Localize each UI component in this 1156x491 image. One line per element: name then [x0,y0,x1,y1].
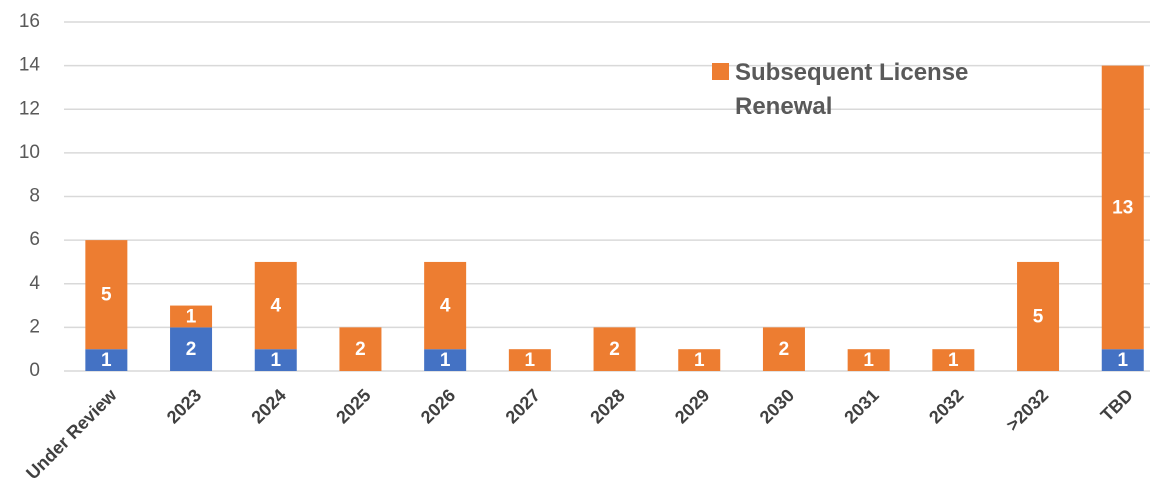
data-label: 1 [948,350,959,371]
y-tick-label: 12 [19,98,40,119]
bar-segment [678,349,721,371]
bar-segment [508,349,551,371]
bar-segment [254,261,297,350]
data-label: 4 [270,296,281,317]
data-label: 2 [186,339,197,360]
x-tick-label: 2027 [502,385,544,427]
data-label: 5 [101,285,112,306]
bar-segment [85,240,128,350]
bar-segment [1101,65,1144,350]
data-label: 2 [779,339,790,360]
bar-segment [85,349,128,371]
bar-segment [424,261,467,350]
data-label: 1 [1117,350,1128,371]
legend-label: Subsequent License Renewal [735,59,969,120]
x-tick-label: 2028 [586,385,628,427]
x-tick-label: Under Review [22,384,121,483]
bar-segment [847,349,890,371]
data-label: 1 [270,350,281,371]
x-tick-label: 2031 [840,385,882,427]
x-tick-label: >2032 [1002,385,1052,435]
x-tick-label: 2029 [671,385,713,427]
data-label: 2 [609,339,620,360]
data-label: 1 [525,350,536,371]
bar-segment [1101,349,1144,371]
data-label: 1 [863,350,874,371]
data-label: 1 [694,350,705,371]
data-label: 2 [355,339,366,360]
legend-swatch [712,63,729,80]
x-tick-label: 2024 [247,385,289,427]
x-tick-label: TBD [1097,385,1137,425]
bar-segment [593,327,636,371]
x-tick-label: 2026 [417,385,459,427]
data-label: 13 [1112,197,1133,218]
y-tick-label: 10 [19,142,40,163]
bar-segment [932,349,975,371]
data-label: 4 [440,296,451,317]
bar-segment [339,327,382,371]
y-tick-label: 8 [29,186,40,207]
data-label: 5 [1033,306,1044,327]
bar-segment [170,305,213,328]
x-tick-label: 2030 [756,385,798,427]
data-label: 1 [186,306,197,327]
x-tick-label: 2032 [925,385,967,427]
bar-segment [1017,261,1060,371]
bar-segment [254,349,297,371]
bar-segment [170,327,213,371]
data-label: 1 [101,350,112,371]
x-tick-label: 2025 [332,385,374,427]
y-tick-label: 14 [19,55,41,76]
legend: Subsequent License Renewal [712,56,1002,124]
data-label: 1 [440,350,451,371]
y-tick-label: 6 [29,229,40,250]
y-tick-label: 2 [29,316,40,337]
y-tick-label: 0 [29,360,40,381]
y-tick-label: 4 [29,273,40,294]
bar-segment [424,349,467,371]
y-tick-label: 16 [19,11,40,32]
bar-segment [762,327,805,371]
x-tick-label: 2023 [163,385,205,427]
